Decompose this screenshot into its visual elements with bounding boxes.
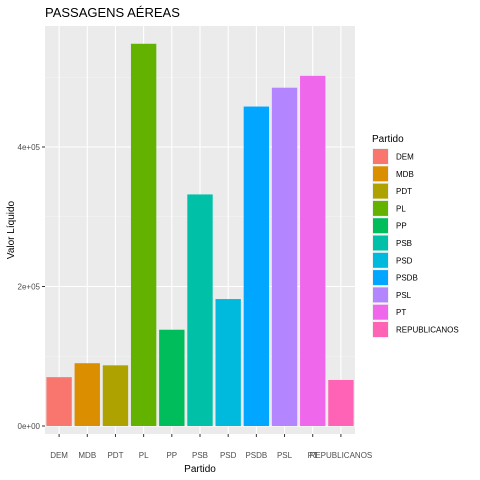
legend-label: PDT xyxy=(396,187,412,196)
legend-title: Partido xyxy=(372,134,404,145)
bar-psl xyxy=(271,87,298,427)
legend-label: DEM xyxy=(396,153,414,162)
legend-label: PSL xyxy=(396,291,412,300)
x-tick-label: PSL xyxy=(277,451,293,460)
legend: Partido DEM MDB PDT PL PP PSB PSD PSDB PSL PT REPU… xyxy=(372,134,459,338)
legend-swatch-pp xyxy=(373,218,388,234)
legend-swatch-republicanos xyxy=(373,322,388,337)
legend-label: PSD xyxy=(396,256,413,265)
bar-pt xyxy=(300,75,326,426)
legend-label: PSB xyxy=(396,239,412,248)
x-tick-label: PSB xyxy=(192,451,208,460)
legend-label: PSDB xyxy=(396,274,418,283)
bar-psdb xyxy=(243,106,270,427)
legend-label: MDB xyxy=(396,170,414,179)
x-tick-label: PSD xyxy=(220,451,237,460)
legend-swatch-pl xyxy=(373,200,388,216)
legend-label: PL xyxy=(396,204,406,213)
bar-mdb xyxy=(74,363,100,426)
legend-swatch-dem xyxy=(373,149,388,164)
x-tick-label: MDB xyxy=(78,451,96,460)
x-tick-label: PSDB xyxy=(245,451,267,460)
legend-swatch-mdb xyxy=(373,166,388,182)
x-tick-label: PP xyxy=(166,451,177,460)
y-tick-label: 4e+05 xyxy=(18,143,41,152)
x-tick-label: REPUBLICANOS xyxy=(310,451,373,460)
x-tick-label: PL xyxy=(139,451,149,460)
legend-swatch-pdt xyxy=(373,183,388,199)
legend-swatch-psdb xyxy=(373,270,388,286)
legend-swatch-psl xyxy=(373,287,388,303)
y-tick-label: 0e+00 xyxy=(18,422,41,431)
x-axis-title: Partido xyxy=(184,464,216,475)
y-tick-label: 2e+05 xyxy=(18,283,41,292)
x-tick-label: PDT xyxy=(107,451,123,460)
bar-dem xyxy=(46,377,72,426)
bar-psb xyxy=(187,194,213,426)
bar-pdt xyxy=(102,365,129,426)
y-axis: 0e+00 2e+05 4e+05 xyxy=(18,143,45,431)
legend-swatch-pt xyxy=(373,304,388,320)
bar-pp xyxy=(159,329,185,426)
bar-pl xyxy=(130,43,157,427)
x-tick-label: PT xyxy=(308,451,318,460)
legend-swatch-psb xyxy=(373,235,388,251)
legend-label: PP xyxy=(396,222,407,231)
legend-label: REPUBLICANOS xyxy=(396,326,459,335)
chart-title: PASSAGENS AÉREAS xyxy=(45,5,180,20)
legend-label: PT xyxy=(396,308,406,317)
bar-psd xyxy=(215,299,241,426)
x-tick-label: DEM xyxy=(50,451,68,460)
bars xyxy=(46,43,354,427)
legend-swatch-psd xyxy=(373,252,388,268)
bar-republicanos xyxy=(328,379,354,426)
y-axis-title: Valor Líquido xyxy=(6,200,17,259)
